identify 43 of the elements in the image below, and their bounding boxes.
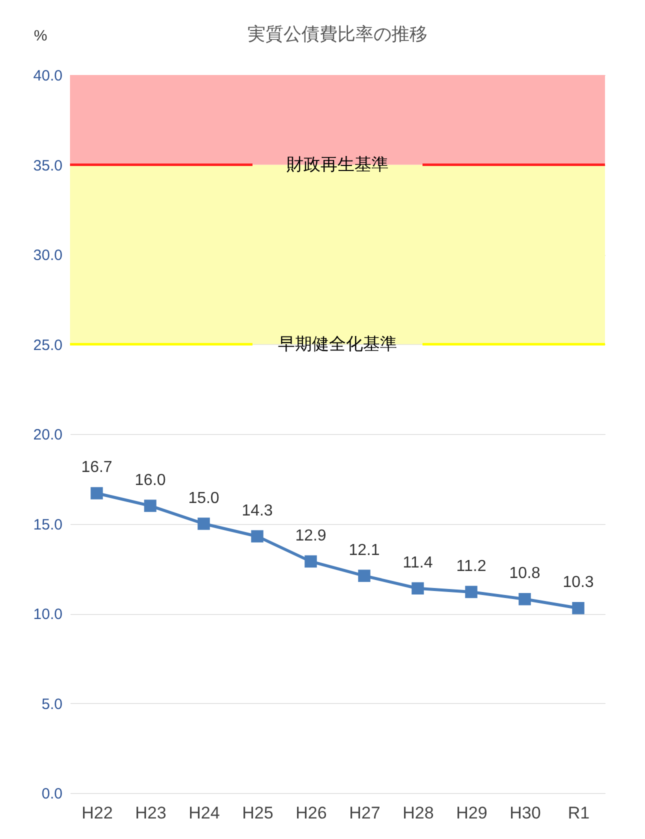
data-label: 12.9 <box>295 527 326 544</box>
x-tick-label: H22 <box>82 804 113 822</box>
y-tick-label: 10.0 <box>33 606 62 623</box>
point <box>304 555 317 568</box>
data-label: 11.4 <box>402 554 433 572</box>
point <box>144 500 156 512</box>
x-tick-label: H27 <box>349 804 380 822</box>
data-label: 11.2 <box>456 558 486 575</box>
ref-line-label: 財政再生基準 <box>286 154 388 174</box>
point <box>198 518 210 530</box>
x-tick-label: H23 <box>135 804 166 822</box>
x-tick-label: H30 <box>510 804 541 822</box>
point <box>518 593 531 606</box>
y-tick-label: 5.0 <box>42 696 62 713</box>
point <box>251 530 264 542</box>
x-tick-label: H24 <box>188 804 220 822</box>
y-tick-label: 30.0 <box>33 247 62 264</box>
y-tick-label: 35.0 <box>33 157 62 174</box>
data-label: 14.3 <box>242 502 273 520</box>
x-tick-label: H29 <box>456 804 488 822</box>
data-label: 16.0 <box>134 472 166 489</box>
y-tick-label: 25.0 <box>33 336 62 354</box>
y-tick-label: 15.0 <box>33 516 62 534</box>
point <box>90 487 103 500</box>
point <box>572 602 584 614</box>
data-label: 10.8 <box>509 565 540 582</box>
data-label: 12.1 <box>348 542 380 559</box>
y-tick-label: 0.0 <box>42 786 62 802</box>
y-tick-label: 20.0 <box>33 426 62 444</box>
chart-title: 実質公債費比率の推移 <box>248 24 428 44</box>
data-label: 15.0 <box>188 490 220 507</box>
x-tick-label: H28 <box>402 804 434 822</box>
point <box>358 570 370 582</box>
point <box>412 582 424 594</box>
y-axis-title: % <box>34 28 48 44</box>
data-label: 16.7 <box>81 459 112 476</box>
x-tick-label: H26 <box>296 804 327 822</box>
data-label: 10.3 <box>562 574 594 592</box>
y-tick-label: 40.0 <box>33 68 62 84</box>
x-tick-label: R1 <box>568 804 590 822</box>
ref-line-label: 早期健全化基準 <box>278 334 397 354</box>
x-tick-label: H25 <box>242 804 274 822</box>
point <box>465 586 478 598</box>
